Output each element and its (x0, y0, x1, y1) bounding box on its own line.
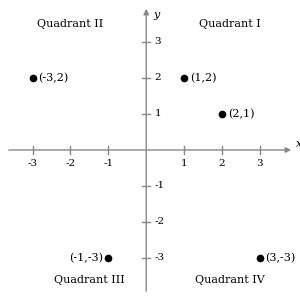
Text: -1: -1 (103, 159, 113, 168)
Text: 2: 2 (154, 74, 161, 82)
Text: Quadrant II: Quadrant II (37, 19, 104, 29)
Text: (-1,-3): (-1,-3) (69, 253, 103, 263)
Text: (2,1): (2,1) (228, 109, 254, 119)
Text: (1,2): (1,2) (190, 73, 216, 83)
Text: -2: -2 (65, 159, 76, 168)
Text: 2: 2 (219, 159, 225, 168)
Text: Quadrant IV: Quadrant IV (195, 274, 265, 285)
Text: Quadrant I: Quadrant I (199, 19, 260, 29)
Text: 1: 1 (181, 159, 188, 168)
Text: -3: -3 (28, 159, 38, 168)
Text: (3,-3): (3,-3) (266, 253, 296, 263)
Text: 3: 3 (154, 38, 161, 46)
Text: x: x (296, 139, 300, 148)
Text: Quadrant III: Quadrant III (54, 274, 125, 285)
Text: 3: 3 (256, 159, 263, 168)
Text: -1: -1 (154, 182, 165, 190)
Text: y: y (153, 10, 159, 20)
Text: -2: -2 (154, 218, 165, 226)
Text: 1: 1 (154, 110, 161, 118)
Text: (-3,2): (-3,2) (38, 73, 68, 83)
Text: -3: -3 (154, 254, 165, 262)
